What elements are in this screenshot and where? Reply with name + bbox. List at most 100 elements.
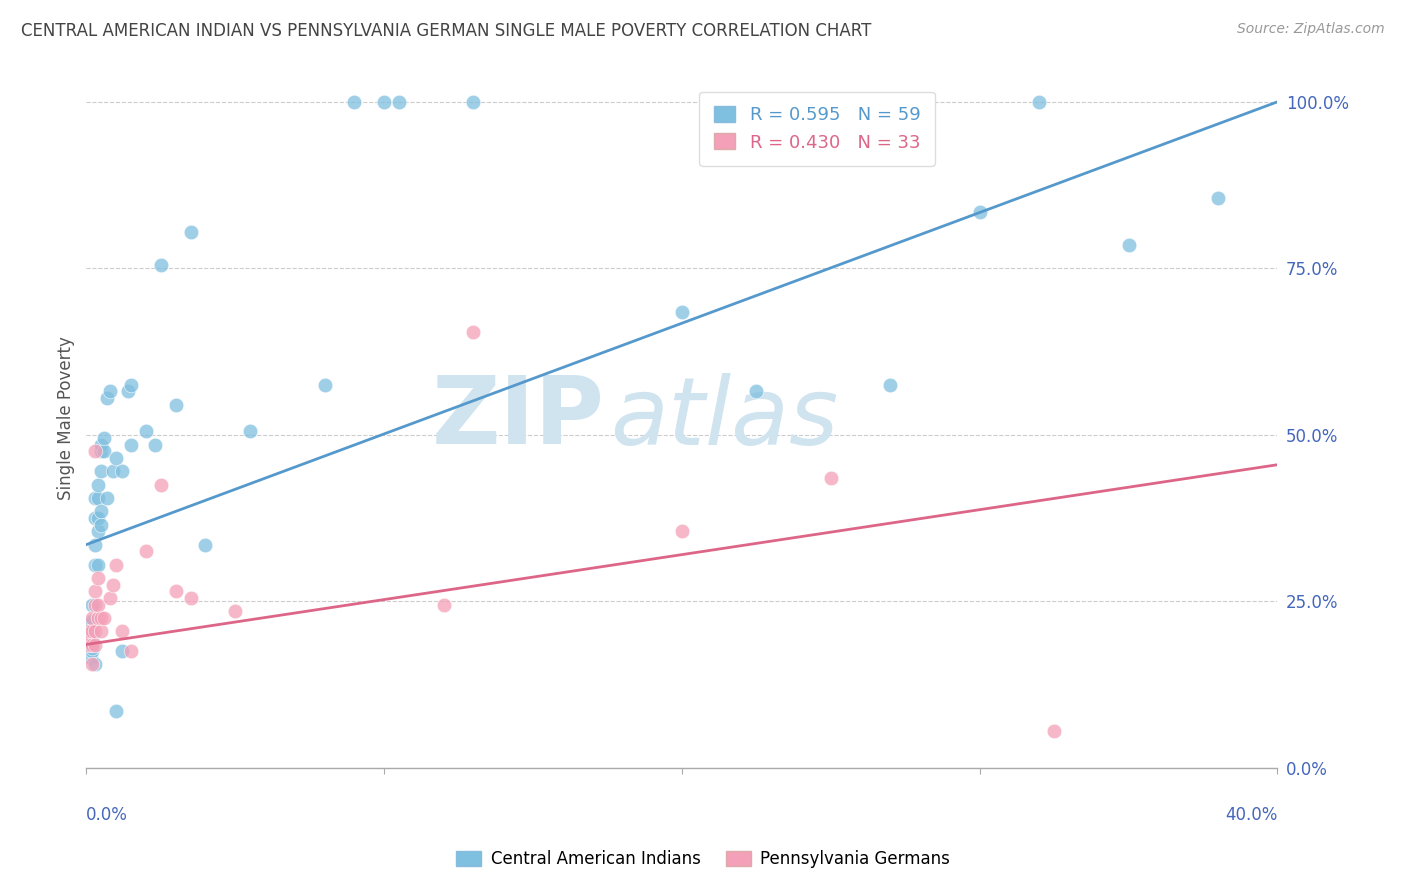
Point bbox=[433, 598, 456, 612]
Point bbox=[820, 471, 842, 485]
Point bbox=[149, 258, 172, 272]
Point bbox=[165, 584, 187, 599]
Text: CENTRAL AMERICAN INDIAN VS PENNSYLVANIA GERMAN SINGLE MALE POVERTY CORRELATION C: CENTRAL AMERICAN INDIAN VS PENNSYLVANIA … bbox=[21, 22, 872, 40]
Point bbox=[87, 477, 110, 491]
Point bbox=[969, 204, 991, 219]
Point bbox=[671, 524, 693, 539]
Point bbox=[120, 644, 142, 658]
Point bbox=[93, 444, 115, 458]
Point bbox=[82, 638, 104, 652]
Point bbox=[165, 398, 187, 412]
Y-axis label: Single Male Poverty: Single Male Poverty bbox=[58, 336, 75, 500]
Point bbox=[373, 95, 395, 109]
Point bbox=[84, 638, 107, 652]
Point bbox=[84, 624, 107, 639]
Point bbox=[101, 577, 124, 591]
Point bbox=[77, 621, 100, 635]
Point bbox=[84, 584, 107, 599]
Point bbox=[90, 438, 112, 452]
Point bbox=[84, 511, 107, 525]
Point bbox=[77, 634, 100, 648]
Point bbox=[1028, 95, 1050, 109]
Point bbox=[93, 431, 115, 445]
Point bbox=[82, 624, 104, 639]
Point bbox=[82, 657, 104, 672]
Point bbox=[671, 304, 693, 318]
Text: ZIP: ZIP bbox=[432, 372, 605, 464]
Point bbox=[463, 325, 485, 339]
Point bbox=[117, 384, 139, 399]
Point bbox=[180, 591, 202, 605]
Point bbox=[77, 638, 100, 652]
Point bbox=[194, 538, 217, 552]
Legend: R = 0.595   N = 59, R = 0.430   N = 33: R = 0.595 N = 59, R = 0.430 N = 33 bbox=[699, 92, 935, 166]
Point bbox=[90, 504, 112, 518]
Legend: Central American Indians, Pennsylvania Germans: Central American Indians, Pennsylvania G… bbox=[449, 844, 957, 875]
Point bbox=[80, 631, 103, 645]
Point bbox=[82, 640, 104, 655]
Point bbox=[98, 384, 121, 399]
Point bbox=[239, 425, 262, 439]
Point bbox=[82, 598, 104, 612]
Point bbox=[93, 611, 115, 625]
Point bbox=[135, 425, 157, 439]
Point bbox=[120, 377, 142, 392]
Point bbox=[90, 624, 112, 639]
Point bbox=[87, 598, 110, 612]
Point bbox=[82, 614, 104, 628]
Point bbox=[105, 704, 128, 718]
Point bbox=[101, 464, 124, 478]
Point bbox=[463, 95, 485, 109]
Point bbox=[84, 538, 107, 552]
Point bbox=[879, 377, 901, 392]
Point bbox=[143, 438, 166, 452]
Text: atlas: atlas bbox=[610, 373, 838, 464]
Point bbox=[87, 491, 110, 505]
Point bbox=[105, 558, 128, 572]
Point bbox=[77, 631, 100, 645]
Text: 40.0%: 40.0% bbox=[1225, 806, 1278, 824]
Point bbox=[82, 627, 104, 641]
Point bbox=[87, 558, 110, 572]
Point bbox=[84, 491, 107, 505]
Point bbox=[80, 650, 103, 665]
Point bbox=[343, 95, 366, 109]
Point bbox=[180, 225, 202, 239]
Point bbox=[745, 384, 768, 399]
Point bbox=[90, 444, 112, 458]
Point bbox=[314, 377, 336, 392]
Point bbox=[87, 611, 110, 625]
Point bbox=[111, 464, 134, 478]
Point bbox=[90, 464, 112, 478]
Point bbox=[111, 644, 134, 658]
Point bbox=[87, 524, 110, 539]
Text: 0.0%: 0.0% bbox=[86, 806, 128, 824]
Point bbox=[84, 657, 107, 672]
Point bbox=[84, 598, 107, 612]
Point bbox=[84, 558, 107, 572]
Point bbox=[135, 544, 157, 558]
Point bbox=[82, 644, 104, 658]
Point bbox=[90, 517, 112, 532]
Point bbox=[149, 477, 172, 491]
Text: Source: ZipAtlas.com: Source: ZipAtlas.com bbox=[1237, 22, 1385, 37]
Point bbox=[87, 511, 110, 525]
Point bbox=[96, 391, 118, 405]
Point bbox=[96, 491, 118, 505]
Point bbox=[1118, 238, 1140, 252]
Point bbox=[1206, 191, 1229, 205]
Point bbox=[224, 604, 246, 618]
Point bbox=[84, 444, 107, 458]
Point bbox=[90, 611, 112, 625]
Point bbox=[120, 438, 142, 452]
Point bbox=[82, 611, 104, 625]
Point bbox=[77, 624, 100, 639]
Point bbox=[82, 631, 104, 645]
Point bbox=[1043, 724, 1066, 739]
Point bbox=[105, 451, 128, 466]
Point bbox=[111, 624, 134, 639]
Point bbox=[98, 591, 121, 605]
Point bbox=[87, 571, 110, 585]
Point bbox=[388, 95, 411, 109]
Point bbox=[77, 617, 100, 632]
